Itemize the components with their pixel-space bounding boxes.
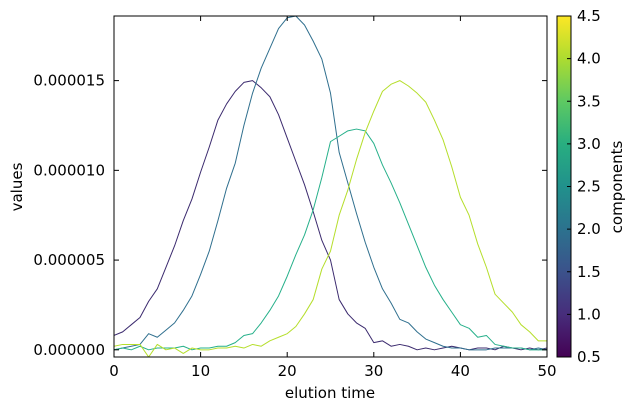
colorbar-tick-label: 1.5 <box>577 263 601 281</box>
x-tick-label: 50 <box>537 362 556 380</box>
y-axis-title: values <box>8 162 26 211</box>
colorbar-tick-label: 0.5 <box>577 348 601 366</box>
colorbar-tick-label: 3.5 <box>577 92 601 110</box>
series-line-component-2 <box>114 16 547 351</box>
series-line-component-1 <box>114 80 547 351</box>
y-axis: 0.000000 0.000005 0.000010 0.000015 <box>33 72 547 359</box>
colorbar-tick-label: 1.0 <box>577 305 601 323</box>
x-tick-label: 40 <box>451 362 470 380</box>
x-tick-label: 20 <box>278 362 297 380</box>
plot-frame <box>113 15 548 358</box>
y-tick-label: 0.000005 <box>33 251 105 269</box>
y-tick-label: 0.000000 <box>33 341 105 359</box>
colorbar-title: components <box>608 140 626 233</box>
x-tick-label: 0 <box>109 362 119 380</box>
colorbar-tick-label: 4.5 <box>577 7 601 25</box>
colorbar-tick-label: 2.5 <box>577 178 601 196</box>
colorbar-tick-label: 3.0 <box>577 135 601 153</box>
series-line-component-4 <box>114 80 547 357</box>
y-tick-label: 0.000010 <box>33 161 105 179</box>
y-tick-label: 0.000015 <box>33 72 105 90</box>
colorbar-tick-label: 4.0 <box>577 50 601 68</box>
series-line-component-3 <box>114 128 547 351</box>
colorbar-tick-label: 2.0 <box>577 220 601 238</box>
x-axis: 0 10 20 30 40 50 <box>109 16 557 380</box>
x-axis-title: elution time <box>285 384 375 402</box>
series-layer <box>114 16 547 357</box>
x-tick-label: 30 <box>364 362 383 380</box>
colorbar-axis: 0.5 1.0 1.5 2.0 2.5 3.0 3.5 4.0 4.5 <box>567 7 601 366</box>
x-tick-label: 10 <box>191 362 210 380</box>
